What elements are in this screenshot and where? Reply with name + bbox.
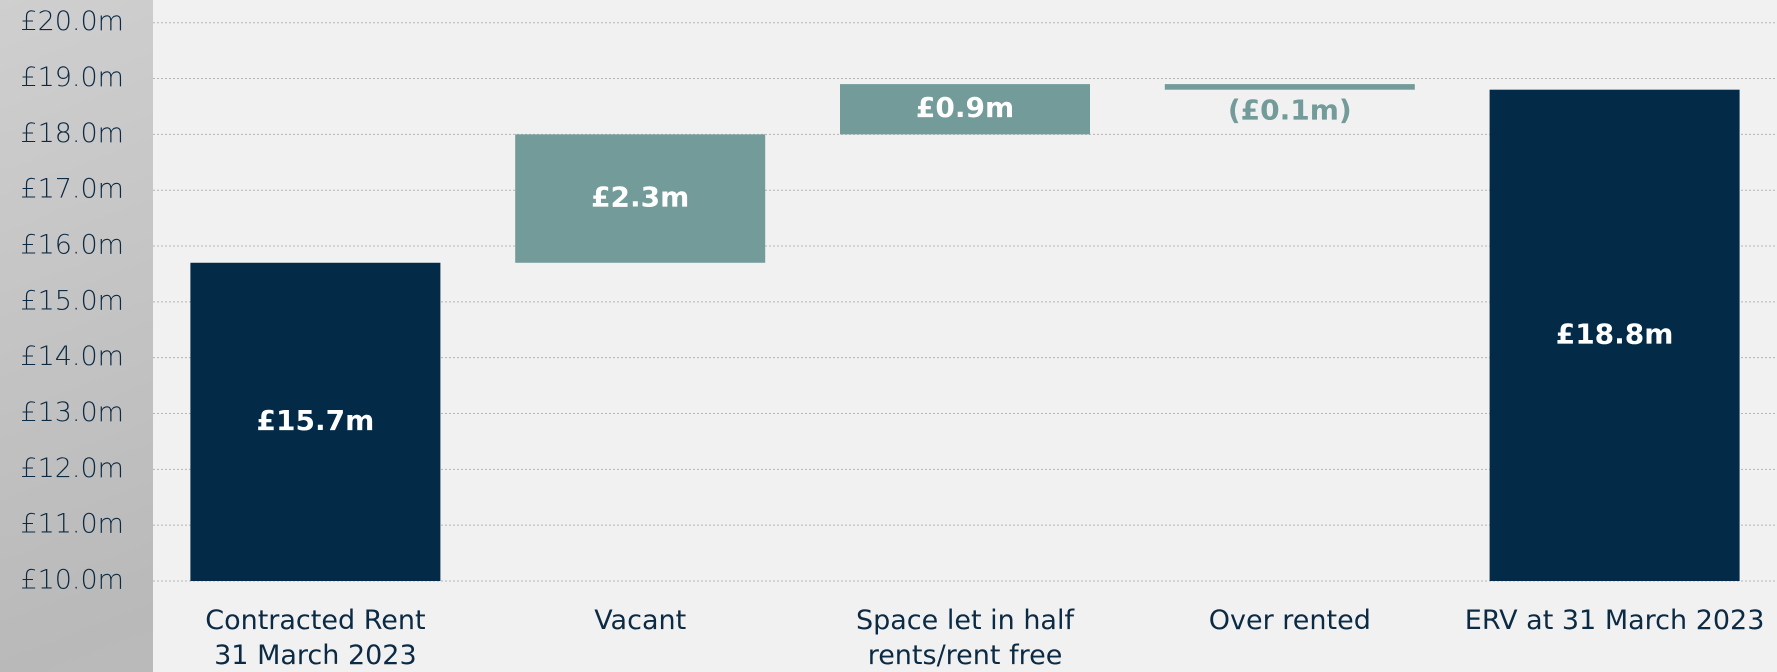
y-tick-label: £12.0m — [20, 453, 124, 484]
y-tick-label: £18.0m — [20, 118, 124, 149]
value-label: £2.3m — [591, 181, 689, 214]
value-label: (£0.1m) — [1228, 94, 1352, 127]
value-label: £15.7m — [257, 404, 375, 437]
x-tick-label: Contracted Rent 31 March 2023 — [205, 605, 425, 671]
bar — [190, 262, 441, 581]
y-tick-label: £10.0m — [20, 565, 124, 596]
value-label: £0.9m — [916, 91, 1014, 124]
x-tick-label-line: rents/rent free — [868, 640, 1063, 671]
x-tick-label-line: ERV at 31 March 2023 — [1465, 605, 1765, 636]
y-tick-label: £19.0m — [20, 62, 124, 93]
y-tick-label: £20.0m — [20, 6, 124, 37]
y-tick-label: £16.0m — [20, 230, 124, 261]
bar — [1164, 84, 1415, 90]
y-tick-label: £17.0m — [20, 174, 124, 205]
x-tick-label: Space let in half rents/rent free — [856, 605, 1075, 671]
bar — [515, 134, 766, 263]
y-tick-label: £14.0m — [20, 341, 124, 372]
y-tick-label: £15.0m — [20, 285, 124, 316]
x-tick-label-line: 31 March 2023 — [214, 640, 417, 671]
y-tick-label: £13.0m — [20, 397, 124, 428]
x-tick-label-line: Contracted Rent — [205, 605, 425, 636]
y-tick-label: £11.0m — [20, 509, 124, 540]
x-tick-label: ERV at 31 March 2023 — [1465, 605, 1765, 636]
bar — [1489, 89, 1740, 582]
x-tick-label: Over rented — [1209, 605, 1371, 636]
value-label: £18.8m — [1556, 317, 1674, 350]
x-tick-label-line: Space let in half — [856, 605, 1075, 636]
x-tick-label-line: Vacant — [594, 605, 686, 636]
x-tick-label-line: Over rented — [1209, 605, 1371, 636]
bar — [840, 84, 1090, 135]
x-tick-label: Vacant — [594, 605, 686, 636]
